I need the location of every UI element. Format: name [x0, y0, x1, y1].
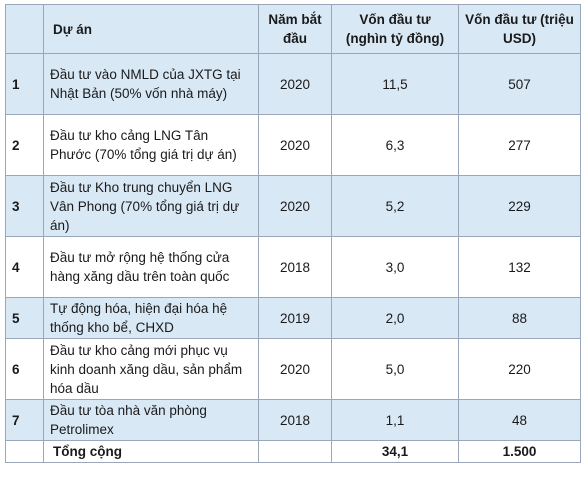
total-capital-usd: 1.500 [458, 440, 581, 463]
project-name: Đầu tư kho cảng mới phục vụ kinh doanh x… [43, 338, 259, 400]
table-row: 7 Đầu tư tòa nhà văn phòng Petrolimex 20… [5, 399, 581, 441]
start-year: 2019 [258, 297, 332, 339]
row-number: 3 [5, 175, 44, 237]
capital-usd: 507 [458, 53, 581, 115]
project-name: Đầu tư Kho trung chuyển LNG Vân Phong (7… [43, 175, 259, 237]
header-capital-vnd: Vốn đầu tư (nghìn tỷ đồng) [331, 4, 459, 54]
start-year: 2018 [258, 399, 332, 441]
row-number: 1 [5, 53, 44, 115]
project-name: Đầu tư vào NMLD của JXTG tại Nhật Bản (5… [43, 53, 259, 115]
start-year: 2020 [258, 338, 332, 400]
header-no-cell [5, 4, 44, 54]
table-row: 1 Đầu tư vào NMLD của JXTG tại Nhật Bản … [5, 53, 581, 115]
row-number: 6 [5, 338, 44, 400]
capital-usd: 48 [458, 399, 581, 441]
header-row: Dự án Năm bắt đầu Vốn đầu tư (nghìn tỷ đ… [5, 4, 581, 54]
header-year: Năm bắt đầu [258, 4, 332, 54]
start-year: 2018 [258, 236, 332, 298]
total-empty-cell [5, 440, 44, 463]
table-row: 6 Đầu tư kho cảng mới phục vụ kinh doanh… [5, 338, 581, 400]
capital-vnd: 11,5 [331, 53, 459, 115]
table-row: 2 Đầu tư kho cảng LNG Tân Phước (70% tổn… [5, 114, 581, 176]
capital-usd: 88 [458, 297, 581, 339]
table-row: 4 Đầu tư mở rộng hệ thống cửa hàng xăng … [5, 236, 581, 298]
project-name: Đầu tư tòa nhà văn phòng Petrolimex [43, 399, 259, 441]
header-capital-usd: Vốn đầu tư (triệu USD) [458, 4, 581, 54]
capital-vnd: 3,0 [331, 236, 459, 298]
capital-usd: 132 [458, 236, 581, 298]
total-row: Tổng cộng 34,1 1.500 [5, 440, 581, 463]
total-label: Tổng cộng [43, 440, 259, 463]
investment-table: Dự án Năm bắt đầu Vốn đầu tư (nghìn tỷ đ… [5, 4, 581, 463]
capital-usd: 229 [458, 175, 581, 237]
row-number: 4 [5, 236, 44, 298]
total-capital-vnd: 34,1 [331, 440, 459, 463]
capital-vnd: 2,0 [331, 297, 459, 339]
project-name: Đầu tư kho cảng LNG Tân Phước (70% tổng … [43, 114, 259, 176]
header-project: Dự án [43, 4, 259, 54]
capital-vnd: 5,2 [331, 175, 459, 237]
capital-usd: 277 [458, 114, 581, 176]
capital-vnd: 5,0 [331, 338, 459, 400]
row-number: 7 [5, 399, 44, 441]
row-number: 5 [5, 297, 44, 339]
row-number: 2 [5, 114, 44, 176]
table-row: 3 Đầu tư Kho trung chuyển LNG Vân Phong … [5, 175, 581, 237]
project-name: Tự động hóa, hiện đại hóa hệ thống kho b… [43, 297, 259, 339]
capital-usd: 220 [458, 338, 581, 400]
start-year: 2020 [258, 175, 332, 237]
capital-vnd: 6,3 [331, 114, 459, 176]
project-name: Đầu tư mở rộng hệ thống cửa hàng xăng dầ… [43, 236, 259, 298]
start-year: 2020 [258, 53, 332, 115]
capital-vnd: 1,1 [331, 399, 459, 441]
start-year: 2020 [258, 114, 332, 176]
total-year-cell [258, 440, 332, 463]
table-row: 5 Tự động hóa, hiện đại hóa hệ thống kho… [5, 297, 581, 339]
